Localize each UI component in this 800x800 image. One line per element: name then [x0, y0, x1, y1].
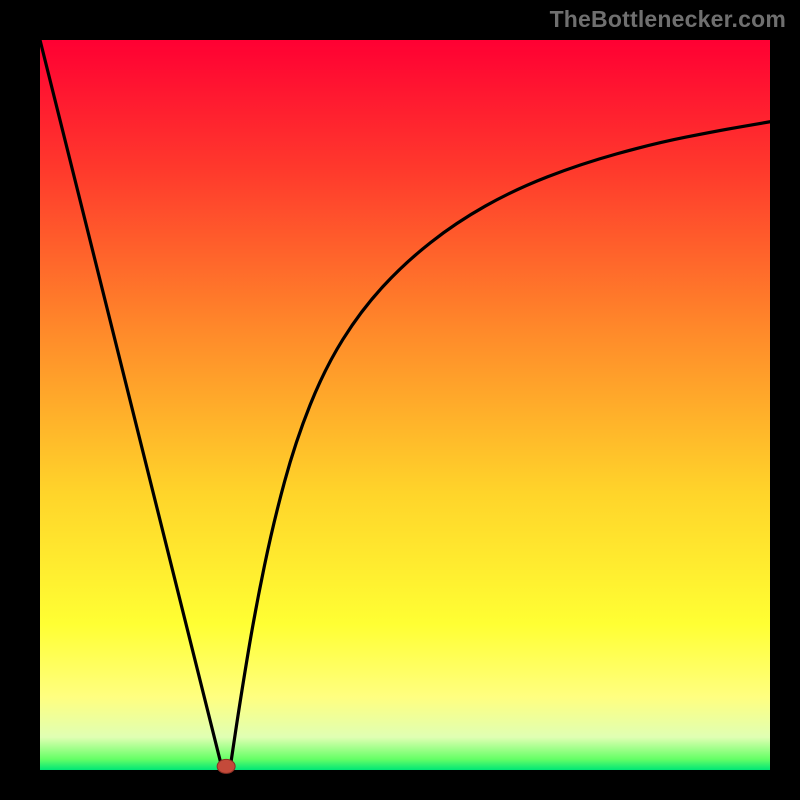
figure-frame: TheBottlenecker.com	[0, 0, 800, 800]
chart-svg	[0, 0, 800, 800]
minimum-marker	[217, 759, 235, 773]
watermark-text: TheBottlenecker.com	[550, 6, 786, 33]
gradient-background	[40, 40, 770, 770]
